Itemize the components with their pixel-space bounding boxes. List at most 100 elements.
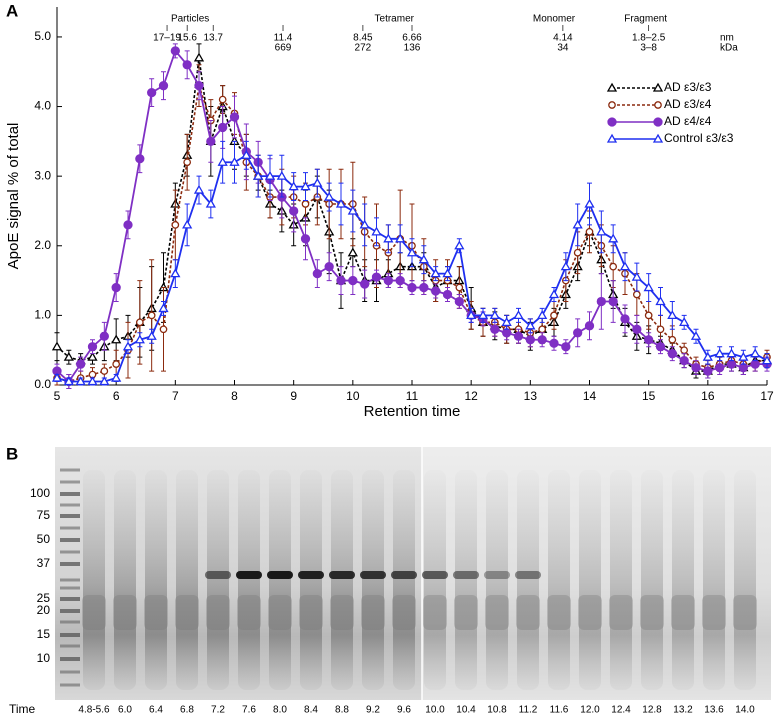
- point: [289, 206, 299, 216]
- y-tick-label: 2.0: [34, 238, 51, 252]
- point: [407, 282, 417, 293]
- x-axis-title: Retention time: [364, 403, 461, 420]
- size-nm: 17–19: [153, 33, 181, 44]
- point: [572, 219, 583, 229]
- point: [703, 366, 713, 376]
- point: [561, 342, 571, 352]
- x-tick-label: 7: [172, 389, 179, 403]
- point: [229, 112, 240, 122]
- point: [312, 268, 322, 279]
- protein-band: [453, 571, 479, 579]
- point: [348, 275, 358, 286]
- point: [502, 328, 512, 338]
- lane-label: 10.0: [425, 705, 445, 715]
- ladder-band: [60, 683, 80, 687]
- point: [51, 372, 63, 382]
- point: [573, 248, 582, 257]
- series: [51, 140, 773, 386]
- point: [454, 296, 464, 307]
- point: [87, 351, 98, 361]
- group-label: Tetramer: [375, 14, 415, 25]
- size-kda: 669: [275, 43, 292, 54]
- size-nm: 13.7: [203, 33, 223, 44]
- lane-smear: [517, 470, 539, 690]
- lane-smear: [578, 595, 602, 630]
- ladder-band: [60, 586, 80, 590]
- point: [253, 170, 264, 180]
- point: [585, 228, 594, 236]
- point: [183, 158, 192, 167]
- y-tick-label: 4.0: [34, 99, 51, 113]
- point: [146, 330, 157, 340]
- x-tick-label: 5: [54, 389, 61, 403]
- lane-smear: [579, 470, 601, 690]
- lane-label: 10.4: [456, 705, 476, 715]
- point: [596, 296, 606, 307]
- x-tick-label: 8: [231, 389, 238, 403]
- point: [442, 289, 453, 300]
- legend-marker: [606, 133, 618, 143]
- lane-smear: [362, 470, 384, 690]
- point: [738, 362, 748, 373]
- protein-band: [360, 571, 386, 579]
- point: [513, 310, 524, 320]
- x-tick-label: 11: [406, 389, 419, 403]
- point: [359, 219, 370, 229]
- lane-smear: [610, 470, 632, 690]
- point: [667, 349, 677, 359]
- lane-label: 6.4: [149, 705, 163, 715]
- point: [702, 351, 713, 361]
- point: [170, 268, 181, 278]
- lane-label: 7.2: [211, 705, 225, 715]
- point: [147, 87, 157, 98]
- point: [714, 348, 725, 358]
- lane-smear: [424, 470, 446, 690]
- point: [632, 324, 642, 334]
- lane-smear: [114, 470, 136, 690]
- point: [584, 198, 595, 208]
- lane-smear: [547, 595, 571, 630]
- point: [312, 177, 323, 187]
- lane-smear: [454, 595, 478, 630]
- lane-smear: [299, 595, 323, 630]
- point: [276, 170, 287, 180]
- point: [584, 321, 595, 331]
- size-nm: 4.14: [553, 33, 573, 44]
- point: [550, 311, 558, 320]
- x-tick-label: 14: [583, 389, 597, 403]
- point: [691, 362, 701, 373]
- lane-label: 8.8: [335, 705, 349, 715]
- gel-image: [55, 447, 771, 700]
- lane-label: 8.4: [304, 705, 318, 715]
- lane-smear: [702, 595, 726, 630]
- lane-smear: [486, 470, 508, 690]
- lane-smear: [640, 595, 664, 630]
- point: [655, 342, 666, 352]
- point: [371, 272, 382, 282]
- point: [609, 262, 618, 271]
- point: [158, 81, 169, 91]
- lane-smear: [485, 595, 509, 630]
- point: [324, 191, 335, 201]
- point: [395, 233, 406, 243]
- point: [620, 314, 630, 324]
- lane-smear: [330, 595, 354, 630]
- ladder-band: [60, 578, 80, 582]
- point: [206, 136, 216, 147]
- size-nm: 6.66: [402, 33, 422, 44]
- point: [573, 328, 583, 338]
- lane-smear: [548, 470, 570, 690]
- y-tick-label: 3.0: [34, 168, 51, 182]
- ladder-band: [60, 514, 80, 518]
- lane-smear: [609, 595, 633, 630]
- point: [218, 122, 228, 133]
- ladder-band: [60, 480, 80, 484]
- legend-marker: [652, 82, 664, 92]
- point: [205, 198, 216, 208]
- point: [667, 310, 678, 320]
- lane-smear: [361, 595, 385, 630]
- point: [549, 338, 559, 348]
- point: [87, 342, 98, 352]
- point: [560, 261, 571, 271]
- point: [147, 311, 156, 320]
